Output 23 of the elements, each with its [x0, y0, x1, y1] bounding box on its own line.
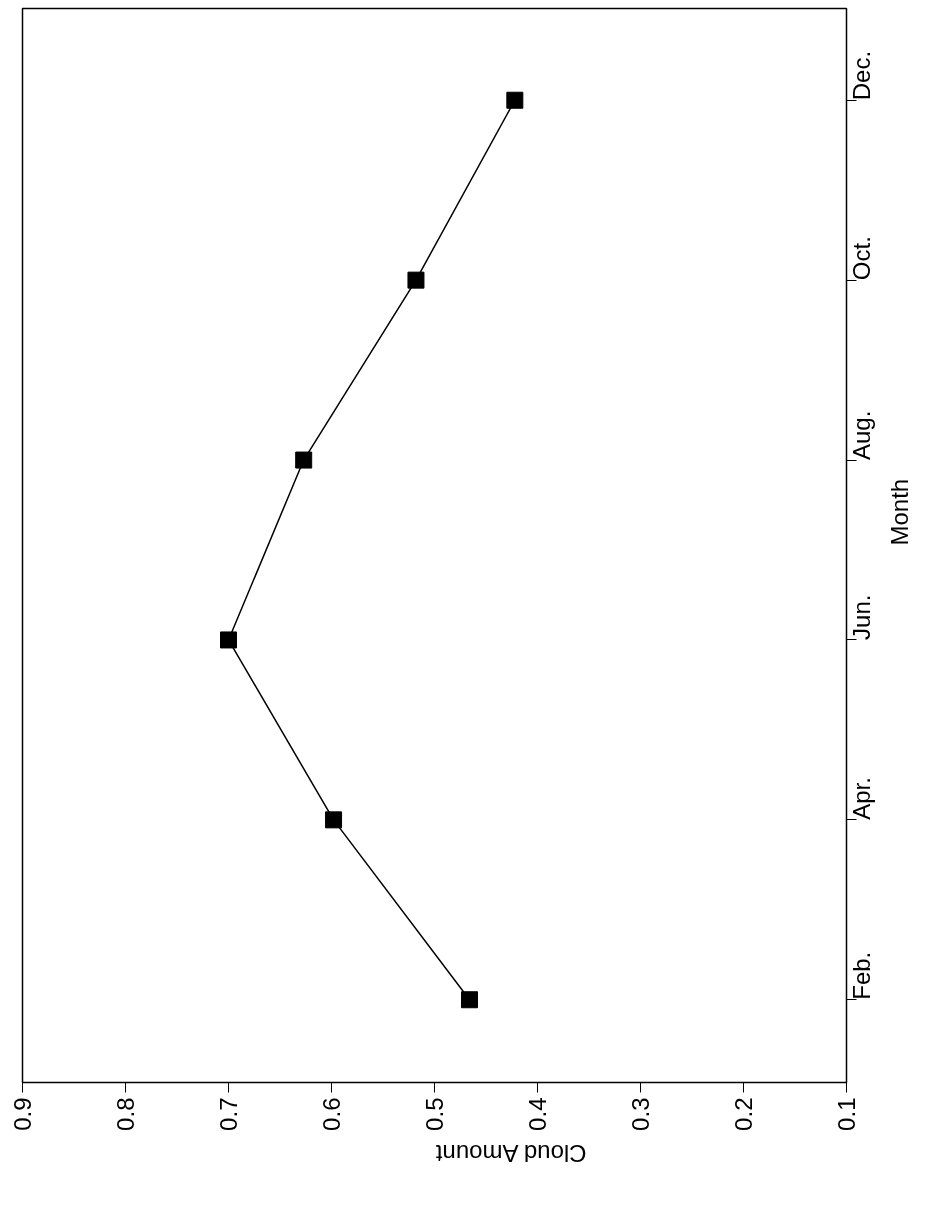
- point: [325, 811, 343, 829]
- x-tick-label: 0.6: [318, 1097, 345, 1131]
- x-tick-label: 0.9: [9, 1097, 36, 1131]
- y-axis-title: Month: [886, 478, 913, 546]
- x-tick-label: 0.5: [421, 1097, 448, 1131]
- y-tick-label: Aug.: [848, 410, 875, 461]
- x-tick-label: 0.2: [730, 1097, 757, 1131]
- y-tick-label: Oct.: [848, 236, 875, 281]
- x-tick-label: 0.7: [215, 1097, 242, 1131]
- y-tick-label: Jun.: [848, 594, 875, 640]
- point: [220, 631, 237, 649]
- x-tick-label: 0.8: [112, 1097, 139, 1131]
- x-tick-label: 0.1: [833, 1097, 860, 1131]
- point: [506, 91, 524, 109]
- point: [295, 451, 313, 469]
- y-tick-label: Apr.: [848, 777, 875, 820]
- x-tick-label: 0.3: [627, 1097, 654, 1131]
- point: [461, 991, 479, 1009]
- y-tick-label: Feb.: [848, 951, 875, 1000]
- y-tick-label: Dec.: [848, 50, 875, 101]
- x-axis-title: Cloud Amount: [435, 1140, 587, 1168]
- point: [407, 271, 425, 289]
- x-tick-label: 0.4: [524, 1097, 551, 1131]
